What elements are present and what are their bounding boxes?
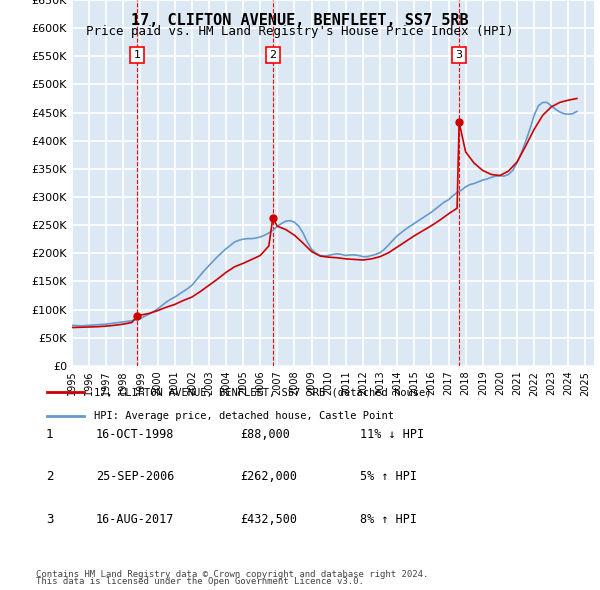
- Text: 16-AUG-2017: 16-AUG-2017: [96, 513, 175, 526]
- Text: 1: 1: [133, 50, 140, 60]
- Text: £432,500: £432,500: [240, 513, 297, 526]
- Text: 11% ↓ HPI: 11% ↓ HPI: [360, 428, 424, 441]
- Text: 3: 3: [455, 50, 463, 60]
- Text: 16-OCT-1998: 16-OCT-1998: [96, 428, 175, 441]
- Text: 3: 3: [46, 513, 53, 526]
- Text: 2: 2: [46, 470, 53, 483]
- Text: Price paid vs. HM Land Registry's House Price Index (HPI): Price paid vs. HM Land Registry's House …: [86, 25, 514, 38]
- Text: 25-SEP-2006: 25-SEP-2006: [96, 470, 175, 483]
- Text: HPI: Average price, detached house, Castle Point: HPI: Average price, detached house, Cast…: [94, 411, 394, 421]
- Text: Contains HM Land Registry data © Crown copyright and database right 2024.: Contains HM Land Registry data © Crown c…: [36, 571, 428, 579]
- Text: This data is licensed under the Open Government Licence v3.0.: This data is licensed under the Open Gov…: [36, 578, 364, 586]
- Text: £262,000: £262,000: [240, 470, 297, 483]
- Text: 1: 1: [46, 428, 53, 441]
- Text: £88,000: £88,000: [240, 428, 290, 441]
- Text: 5% ↑ HPI: 5% ↑ HPI: [360, 470, 417, 483]
- Text: 2: 2: [269, 50, 277, 60]
- Text: 8% ↑ HPI: 8% ↑ HPI: [360, 513, 417, 526]
- Text: 17, CLIFTON AVENUE, BENFLEET, SS7 5RB: 17, CLIFTON AVENUE, BENFLEET, SS7 5RB: [131, 13, 469, 28]
- Text: 17, CLIFTON AVENUE, BENFLEET, SS7 5RB (detached house): 17, CLIFTON AVENUE, BENFLEET, SS7 5RB (d…: [94, 388, 431, 398]
